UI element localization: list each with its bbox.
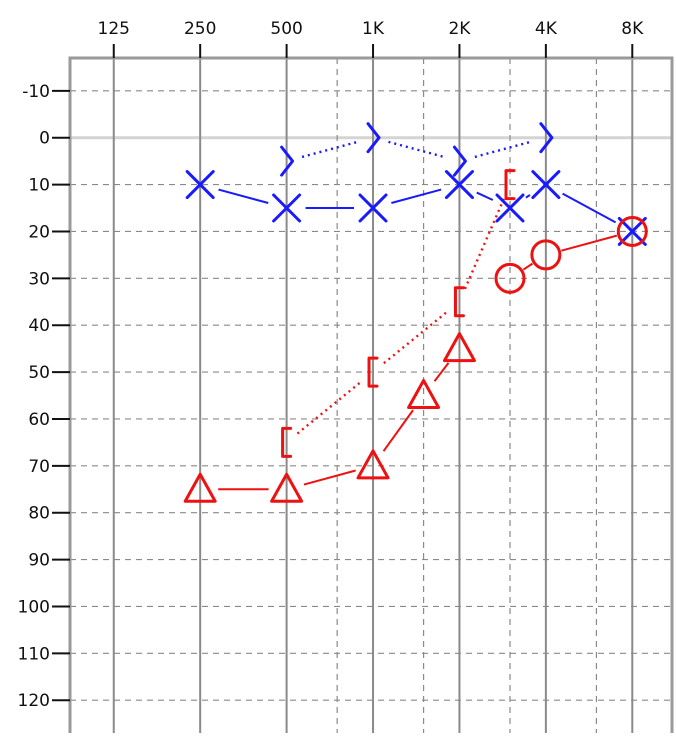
x-tick-label: 250 [184,19,216,39]
y-tick-label: 20 [28,222,50,242]
series-line-segment [474,140,531,159]
series-line-segment [522,262,534,271]
y-tick-label: 80 [28,504,50,524]
bracket-marker [367,356,379,388]
series-line-segment [561,234,618,252]
y-tick-label: 10 [28,176,50,196]
bracket-marker [281,426,293,458]
x-tick-label: 2K [448,19,471,39]
triangle-marker [407,379,441,409]
x-tick-label: 500 [270,19,302,39]
cross-marker [358,193,388,223]
plot-frame [68,56,674,733]
y-tick-label: 110 [18,644,50,664]
cross-marker [531,170,561,200]
triangle-marker [442,332,476,363]
chevron-marker [539,122,554,154]
x-tick-label: 8K [621,19,644,39]
axes: 125 250 500 1K 2K 4K 8K -10 0 10 20 30 40 50 60 70 80 90 1… [18,19,674,733]
y-tick-label: 40 [28,316,50,336]
series-lines [218,140,618,491]
series-line-segment [433,362,450,382]
cross-marker [617,216,647,246]
grid [70,58,672,733]
triangle-marker [183,472,217,503]
bracket-marker [453,286,465,318]
cross-marker [495,193,525,223]
series-line-segment [463,196,506,290]
series-line-segment [383,309,450,365]
x-tick-label: 1K [362,19,385,39]
series-line-segment [562,192,617,224]
y-tick-label: 30 [28,269,50,289]
x-tick-label: 125 [98,19,130,39]
y-tick-label: 120 [18,691,50,711]
cross-marker [272,193,302,223]
y-tick-label: 60 [28,410,50,430]
series-line-segment [391,188,442,204]
y-tick-label: 100 [18,597,50,617]
chevron-marker [280,145,295,177]
bracket-marker [504,169,516,201]
triangle-marker [270,472,304,503]
cross-marker [185,170,215,200]
series-line-segment [388,140,445,159]
series-line-segment [476,191,494,201]
circle-marker [616,215,648,247]
x-tick-label: 4K [535,19,558,39]
y-tick-label: 50 [28,363,50,383]
y-tick-label: -10 [22,82,50,102]
chevron-marker [452,145,467,177]
series-line-segment [382,409,414,452]
series-line-segment [296,379,363,435]
data-markers [183,122,648,503]
series-line-segment [303,469,356,486]
y-tick-label: 90 [28,551,50,571]
series-line-segment [301,140,358,159]
series-line-segment [218,188,269,204]
y-tick-label: 70 [28,457,50,477]
circle-marker [494,262,526,294]
y-tick-label: 0 [39,129,50,149]
chevron-marker [366,122,381,154]
cross-marker [444,170,474,200]
series-line-segment [525,194,531,199]
triangle-marker [356,449,390,480]
circle-marker [530,239,562,271]
